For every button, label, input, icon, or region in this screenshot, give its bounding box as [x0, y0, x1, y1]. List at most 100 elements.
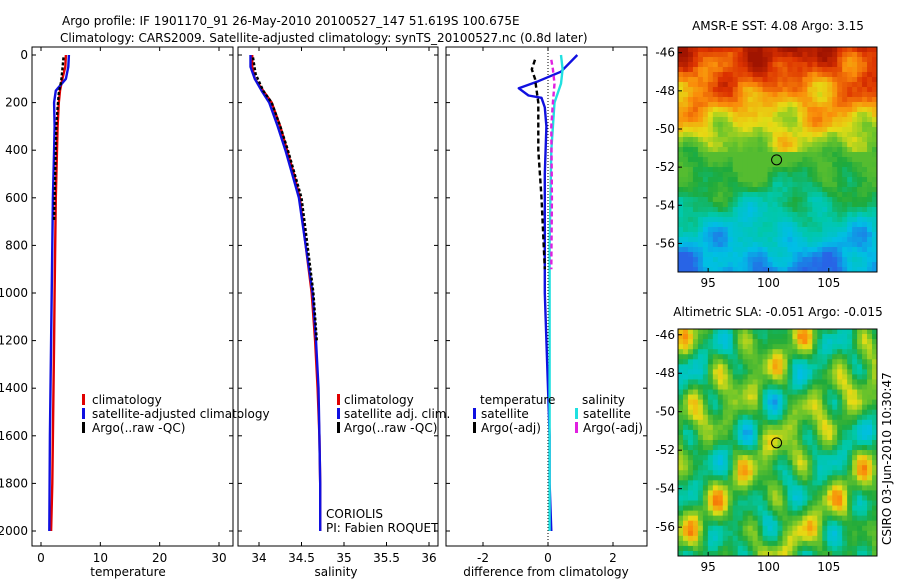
map-cell: [757, 525, 763, 532]
map-cell: [678, 510, 684, 517]
map-cell: [832, 505, 838, 511]
map-cell: [827, 490, 833, 496]
map-cell: [817, 107, 823, 113]
map-cell: [812, 450, 818, 456]
map-cell: [747, 455, 754, 461]
map-cell: [702, 550, 709, 557]
map-cell: [847, 257, 853, 263]
map-cell: [682, 127, 689, 133]
map-cell: [842, 429, 848, 436]
y-tick-label: 2000: [0, 524, 28, 538]
map-cell: [782, 267, 788, 273]
map-cell: [807, 202, 813, 208]
map-cell: [842, 222, 848, 228]
series-line-salinity-argo-adj-: [550, 59, 556, 270]
map-cell: [742, 475, 749, 481]
map-cell: [702, 242, 709, 248]
map-cell: [867, 227, 873, 233]
map-cell: [862, 450, 868, 456]
map-cell: [742, 545, 749, 552]
map-cell: [737, 92, 744, 98]
map-cell: [697, 520, 704, 527]
map-cell: [802, 167, 808, 173]
map-cell: [717, 137, 724, 143]
map-cell: [772, 329, 778, 335]
map-cell: [752, 137, 759, 143]
map-cell: [712, 394, 719, 401]
map-cell: [807, 455, 813, 461]
map-cell: [682, 82, 689, 88]
map-cell: [802, 82, 808, 88]
map-cell: [757, 202, 763, 208]
map-cell: [727, 359, 734, 365]
map-cell: [752, 359, 759, 365]
map-cell: [872, 267, 878, 273]
map-cell: [737, 500, 744, 506]
map-cell: [762, 445, 768, 451]
map-cell: [692, 520, 699, 527]
map-cell: [762, 349, 768, 355]
map-cell: [772, 52, 778, 58]
map-cell: [847, 409, 853, 416]
map-cell: [692, 122, 699, 128]
map-cell: [757, 102, 763, 108]
map-cell: [842, 147, 848, 153]
map-cell: [782, 82, 788, 88]
map-cell: [772, 142, 778, 148]
map-cell: [857, 505, 863, 511]
map-cell: [757, 369, 763, 375]
map-cell: [817, 394, 823, 401]
map-cell: [737, 87, 744, 93]
map-cell: [717, 247, 724, 253]
map-cell: [767, 197, 773, 203]
map-cell: [837, 329, 843, 335]
map-cell: [762, 267, 768, 273]
map-cell: [862, 369, 868, 375]
map-cell: [797, 47, 803, 53]
series-line-climatology: [250, 55, 322, 531]
map-cell: [872, 192, 878, 198]
map-cell: [727, 127, 734, 133]
map-cell: [777, 132, 783, 138]
map-cell: [782, 257, 788, 263]
map-cell: [767, 424, 773, 431]
map-cell: [787, 480, 793, 486]
map-cell: [757, 47, 763, 53]
map-cell: [842, 137, 848, 143]
map-cell: [782, 202, 788, 208]
map-cell: [792, 515, 798, 522]
map-cell: [817, 334, 823, 340]
map-cell: [707, 102, 714, 108]
map-cell: [872, 475, 878, 481]
map-cell: [707, 187, 714, 193]
map-cell: [822, 384, 828, 390]
map-cell: [737, 460, 744, 466]
map-cell: [837, 500, 843, 506]
map-cell: [817, 87, 823, 93]
map-cell: [737, 207, 744, 213]
map-cell: [712, 107, 719, 113]
map-cell: [762, 177, 768, 183]
map-cell: [687, 192, 694, 198]
map-cell: [847, 212, 853, 218]
map-cell: [732, 172, 739, 178]
map-cell: [722, 147, 729, 153]
map-cell: [692, 394, 699, 401]
map-cell: [682, 182, 689, 188]
map-cell: [817, 414, 823, 421]
map-cell: [737, 52, 744, 58]
map-cell: [782, 107, 788, 113]
map-cell: [687, 510, 694, 517]
map-cell: [837, 182, 843, 188]
map-cell: [822, 460, 828, 466]
map-cell: [867, 384, 873, 390]
map-cell: [777, 167, 783, 173]
map-cell: [702, 52, 709, 58]
map-cell: [717, 182, 724, 188]
map-cell: [737, 152, 744, 158]
map-cell: [722, 217, 729, 223]
map-cell: [732, 97, 739, 103]
map-cell: [777, 182, 783, 188]
map-cell: [792, 434, 798, 441]
map-cell: [717, 97, 724, 103]
